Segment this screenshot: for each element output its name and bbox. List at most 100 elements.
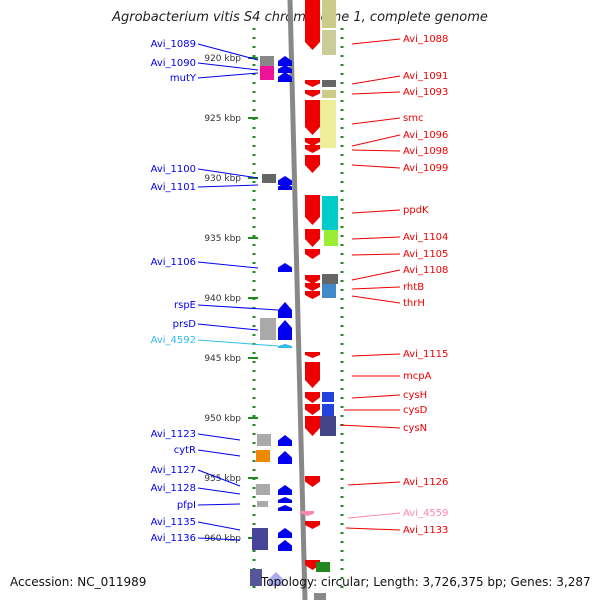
cog-category-box bbox=[322, 392, 334, 402]
leader-line bbox=[351, 117, 401, 125]
reverse-gene-arrow bbox=[305, 521, 320, 529]
gene-label-avi-1091: Avi_1091 bbox=[403, 71, 448, 82]
gene-label-avi-1106: Avi_1106 bbox=[151, 257, 196, 268]
forward-gene-arrow bbox=[278, 344, 292, 348]
leader-line bbox=[351, 75, 401, 85]
gene-label-avi-1101: Avi_1101 bbox=[151, 182, 196, 193]
gene-label-avi-1096: Avi_1096 bbox=[403, 130, 448, 141]
gene-label-avi-1115: Avi_1115 bbox=[403, 349, 448, 360]
tick-label: 950 kbp bbox=[204, 414, 241, 424]
gene-label-avi-1098: Avi_1098 bbox=[403, 146, 448, 157]
gene-label-avi-1104: Avi_1104 bbox=[403, 232, 448, 243]
reverse-gene-arrow bbox=[305, 100, 320, 135]
cog-category-box bbox=[250, 569, 262, 586]
genome-stats-text: Topology: circular; Length: 3,726,375 bp… bbox=[261, 575, 591, 589]
reverse-gene-arrow bbox=[301, 511, 314, 516]
cog-category-box bbox=[314, 593, 326, 600]
gene-label-avi-1093: Avi_1093 bbox=[403, 87, 448, 98]
cog-category-box bbox=[262, 174, 276, 183]
cog-category-box bbox=[322, 0, 336, 28]
cog-category-box bbox=[252, 528, 268, 550]
cog-category-box bbox=[322, 284, 336, 298]
tick-label: 940 kbp bbox=[204, 294, 241, 304]
leader-line bbox=[197, 43, 259, 61]
tick-label: 945 kbp bbox=[204, 354, 241, 364]
cog-category-box bbox=[316, 562, 330, 572]
gene-label-thrh: thrH bbox=[403, 298, 425, 309]
leader-line bbox=[197, 62, 259, 71]
leader-line bbox=[197, 168, 259, 179]
gene-label-cysd: cysD bbox=[403, 405, 428, 416]
forward-gene-arrow bbox=[278, 528, 292, 538]
cog-category-box bbox=[320, 100, 336, 148]
leader-line bbox=[197, 433, 241, 441]
forward-gene-arrow bbox=[269, 572, 283, 586]
forward-gene-arrow bbox=[278, 302, 292, 318]
accession-text: Accession: NC_011989 bbox=[10, 575, 147, 589]
cog-category-box bbox=[257, 434, 271, 446]
reverse-gene-arrow bbox=[305, 0, 320, 50]
cog-category-box bbox=[324, 230, 338, 246]
leader-line bbox=[339, 424, 401, 429]
reverse-gene-arrow bbox=[305, 416, 320, 436]
map-title: Agrobacterium vitis S4 chromosome 1, com… bbox=[112, 10, 488, 25]
leader-line bbox=[197, 487, 241, 495]
forward-gene-arrow bbox=[278, 505, 292, 511]
gene-label-avi-1105: Avi_1105 bbox=[403, 249, 448, 260]
leader-line bbox=[197, 261, 259, 269]
reverse-gene-arrow bbox=[305, 145, 320, 153]
leader-line bbox=[347, 512, 401, 519]
reverse-gene-arrow bbox=[305, 362, 320, 388]
reverse-gene-arrow bbox=[305, 138, 320, 146]
forward-gene-arrow bbox=[278, 497, 292, 503]
gene-label-avi-1123: Avi_1123 bbox=[151, 429, 196, 440]
gene-label-avi-1100: Avi_1100 bbox=[151, 164, 196, 175]
cog-category-box bbox=[320, 416, 336, 436]
leader-line bbox=[351, 236, 401, 240]
gene-label-mcpa: mcpA bbox=[403, 371, 432, 382]
forward-gene-arrow bbox=[278, 176, 292, 185]
reverse-gene-arrow bbox=[305, 283, 320, 291]
reverse-gene-arrow bbox=[305, 291, 320, 299]
leader-line bbox=[197, 339, 279, 347]
leader-line bbox=[197, 503, 241, 506]
reverse-gene-arrow bbox=[305, 275, 320, 284]
leader-line bbox=[351, 394, 401, 399]
leader-line bbox=[351, 134, 401, 147]
chromosome-backbone bbox=[287, 0, 308, 600]
leader-line bbox=[197, 537, 241, 541]
cog-category-box bbox=[322, 80, 336, 87]
gene-label-cysh: cysH bbox=[403, 390, 427, 401]
tick-label: 925 kbp bbox=[204, 114, 241, 124]
gene-label-pfpi: pfpI bbox=[177, 500, 196, 511]
reverse-gene-arrow bbox=[305, 195, 320, 225]
forward-gene-arrow bbox=[278, 320, 292, 340]
gene-label-avi-1128: Avi_1128 bbox=[151, 483, 196, 494]
gene-label-ppdk: ppdK bbox=[403, 205, 429, 216]
gene-label-avi-1088: Avi_1088 bbox=[403, 34, 448, 45]
leader-line bbox=[197, 469, 241, 487]
forward-gene-arrow bbox=[278, 540, 292, 551]
cog-category-box bbox=[256, 450, 270, 462]
leader-line bbox=[197, 72, 259, 79]
gene-label-muty: mutY bbox=[170, 73, 197, 84]
gene-label-cytr: cytR bbox=[174, 445, 196, 456]
reverse-gene-arrow bbox=[305, 155, 320, 173]
gene-label-avi-4559: Avi_4559 bbox=[403, 508, 448, 519]
gene-label-avi-1126: Avi_1126 bbox=[403, 477, 448, 488]
reverse-gene-arrow bbox=[305, 249, 320, 259]
forward-gene-arrow bbox=[278, 263, 292, 272]
leader-line bbox=[351, 253, 401, 256]
reverse-gene-arrow bbox=[305, 229, 320, 247]
leader-line bbox=[351, 295, 401, 304]
gene-label-avi-1089: Avi_1089 bbox=[151, 39, 196, 50]
cog-category-box bbox=[322, 90, 336, 98]
leader-line bbox=[351, 164, 401, 169]
leader-line bbox=[351, 269, 401, 281]
gene-label-cysn: cysN bbox=[403, 423, 427, 434]
forward-gene-arrow bbox=[278, 65, 292, 73]
gene-label-avi-1133: Avi_1133 bbox=[403, 525, 448, 536]
forward-gene-arrow bbox=[278, 485, 292, 495]
gene-label-avi-1099: Avi_1099 bbox=[403, 163, 448, 174]
